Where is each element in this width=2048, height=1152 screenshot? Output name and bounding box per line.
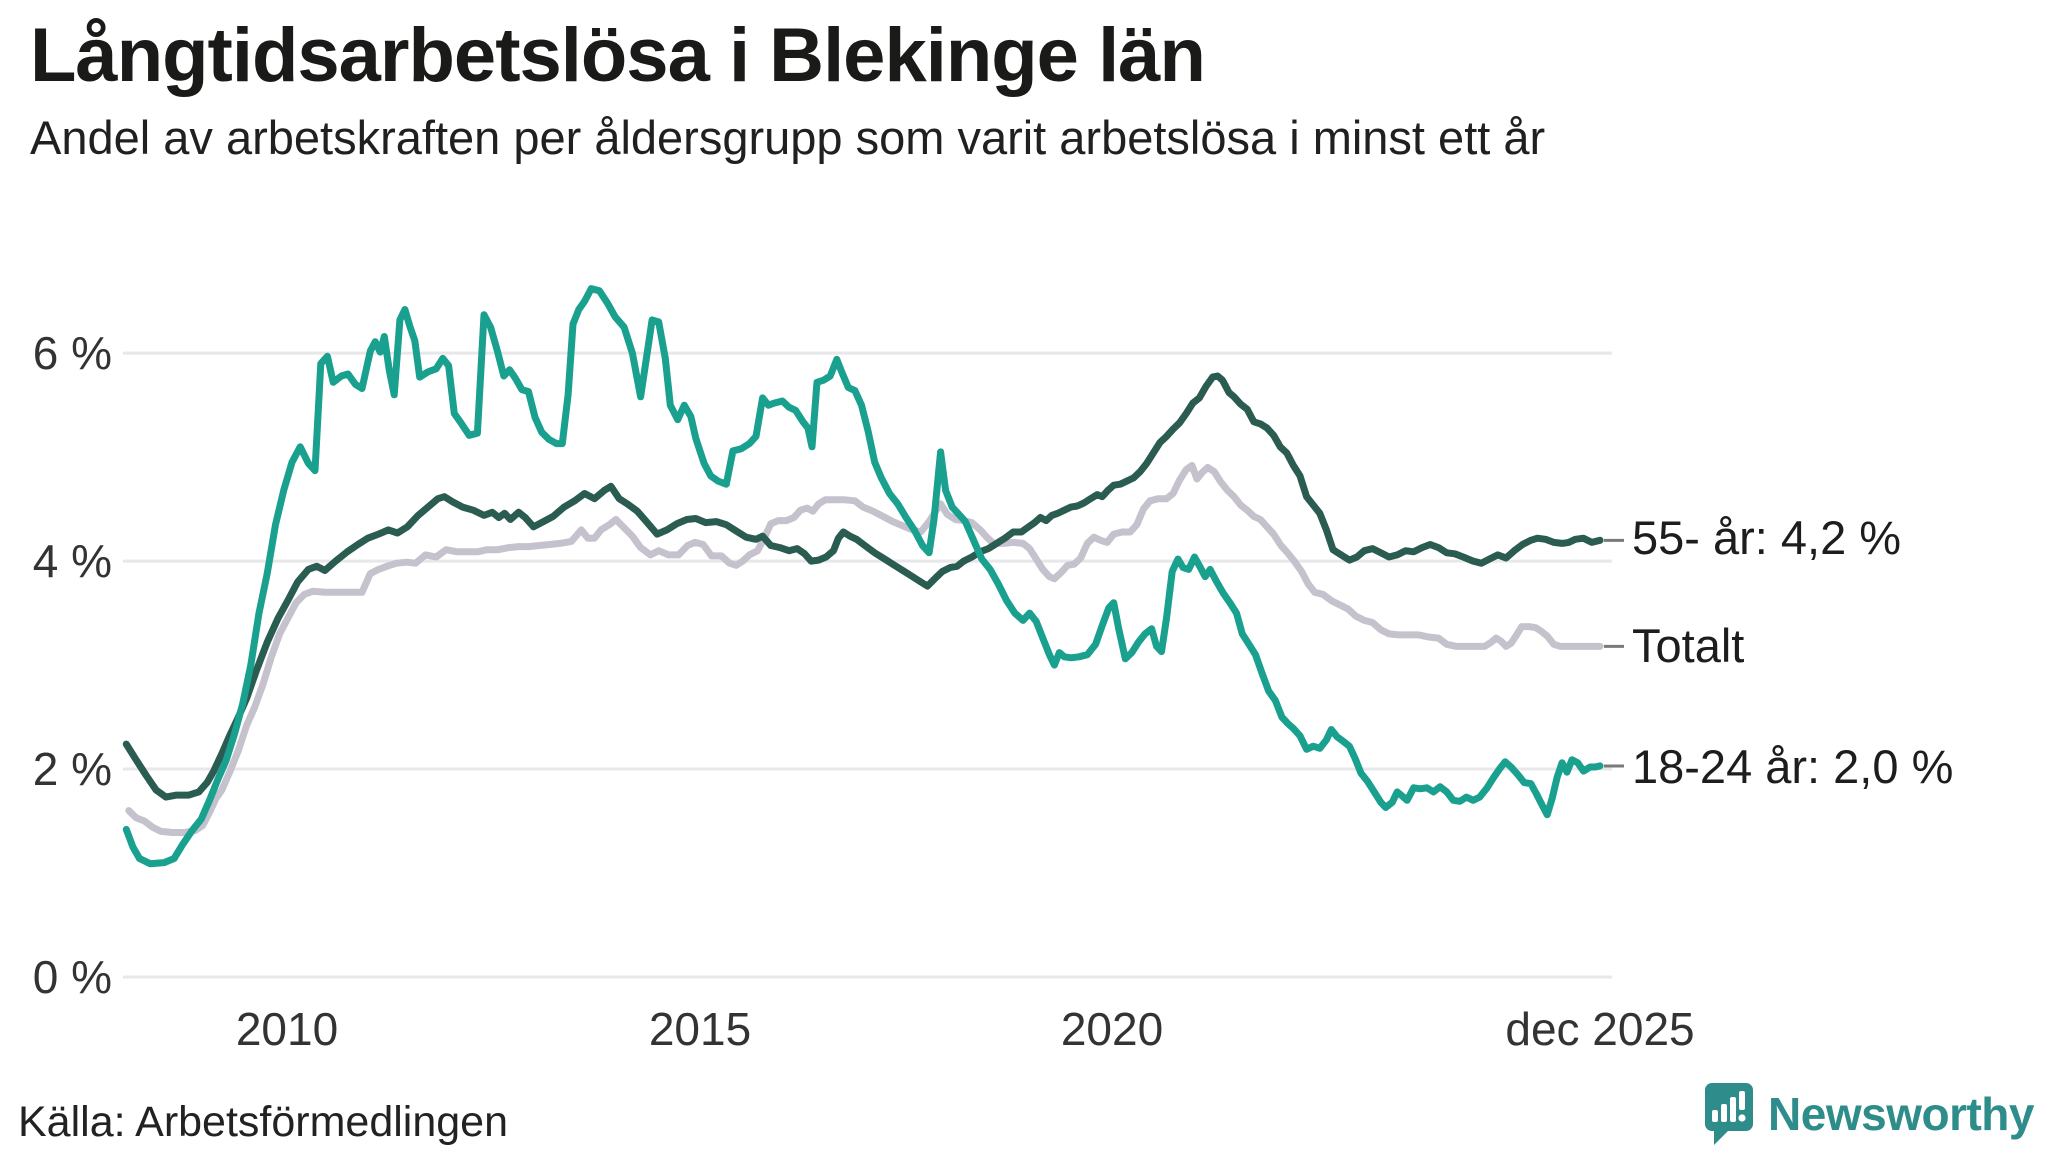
series-label-totalt: Totalt: [1632, 619, 1745, 672]
series-label-55: 55- år: 4,2 %: [1632, 511, 1902, 564]
series-line-18-24-r: [122, 285, 1604, 868]
y-tick-6: 6 %: [32, 327, 112, 379]
y-tick-0: 0 %: [32, 951, 112, 1003]
series-line-55--r: [122, 372, 1604, 801]
y-tick-4: 4 %: [32, 535, 112, 587]
source-note: Källa: Arbetsförmedlingen: [18, 1098, 509, 1146]
series-label-18-24: 18-24 år: 2,0 %: [1632, 740, 1954, 793]
brand-logo: Newsworthy: [1704, 1082, 2034, 1146]
page-title: Långtidsarbetslösa i Blekinge län: [30, 13, 1206, 98]
newsworthy-bubble-chart-icon: [1705, 1083, 1754, 1145]
x-tick-dec-2025: dec 2025: [1505, 1003, 1695, 1055]
x-tick-2010: 2010: [235, 1003, 339, 1055]
x-tick-2020: 2020: [1060, 1003, 1164, 1055]
brand-name: Newsworthy: [1768, 1088, 2034, 1140]
x-tick-2015: 2015: [648, 1003, 752, 1055]
y-tick-2: 2 %: [32, 743, 112, 795]
page-subtitle: Andel av arbetskraften per åldersgrupp s…: [30, 111, 1546, 164]
series-line-Totalt: [125, 462, 1604, 836]
